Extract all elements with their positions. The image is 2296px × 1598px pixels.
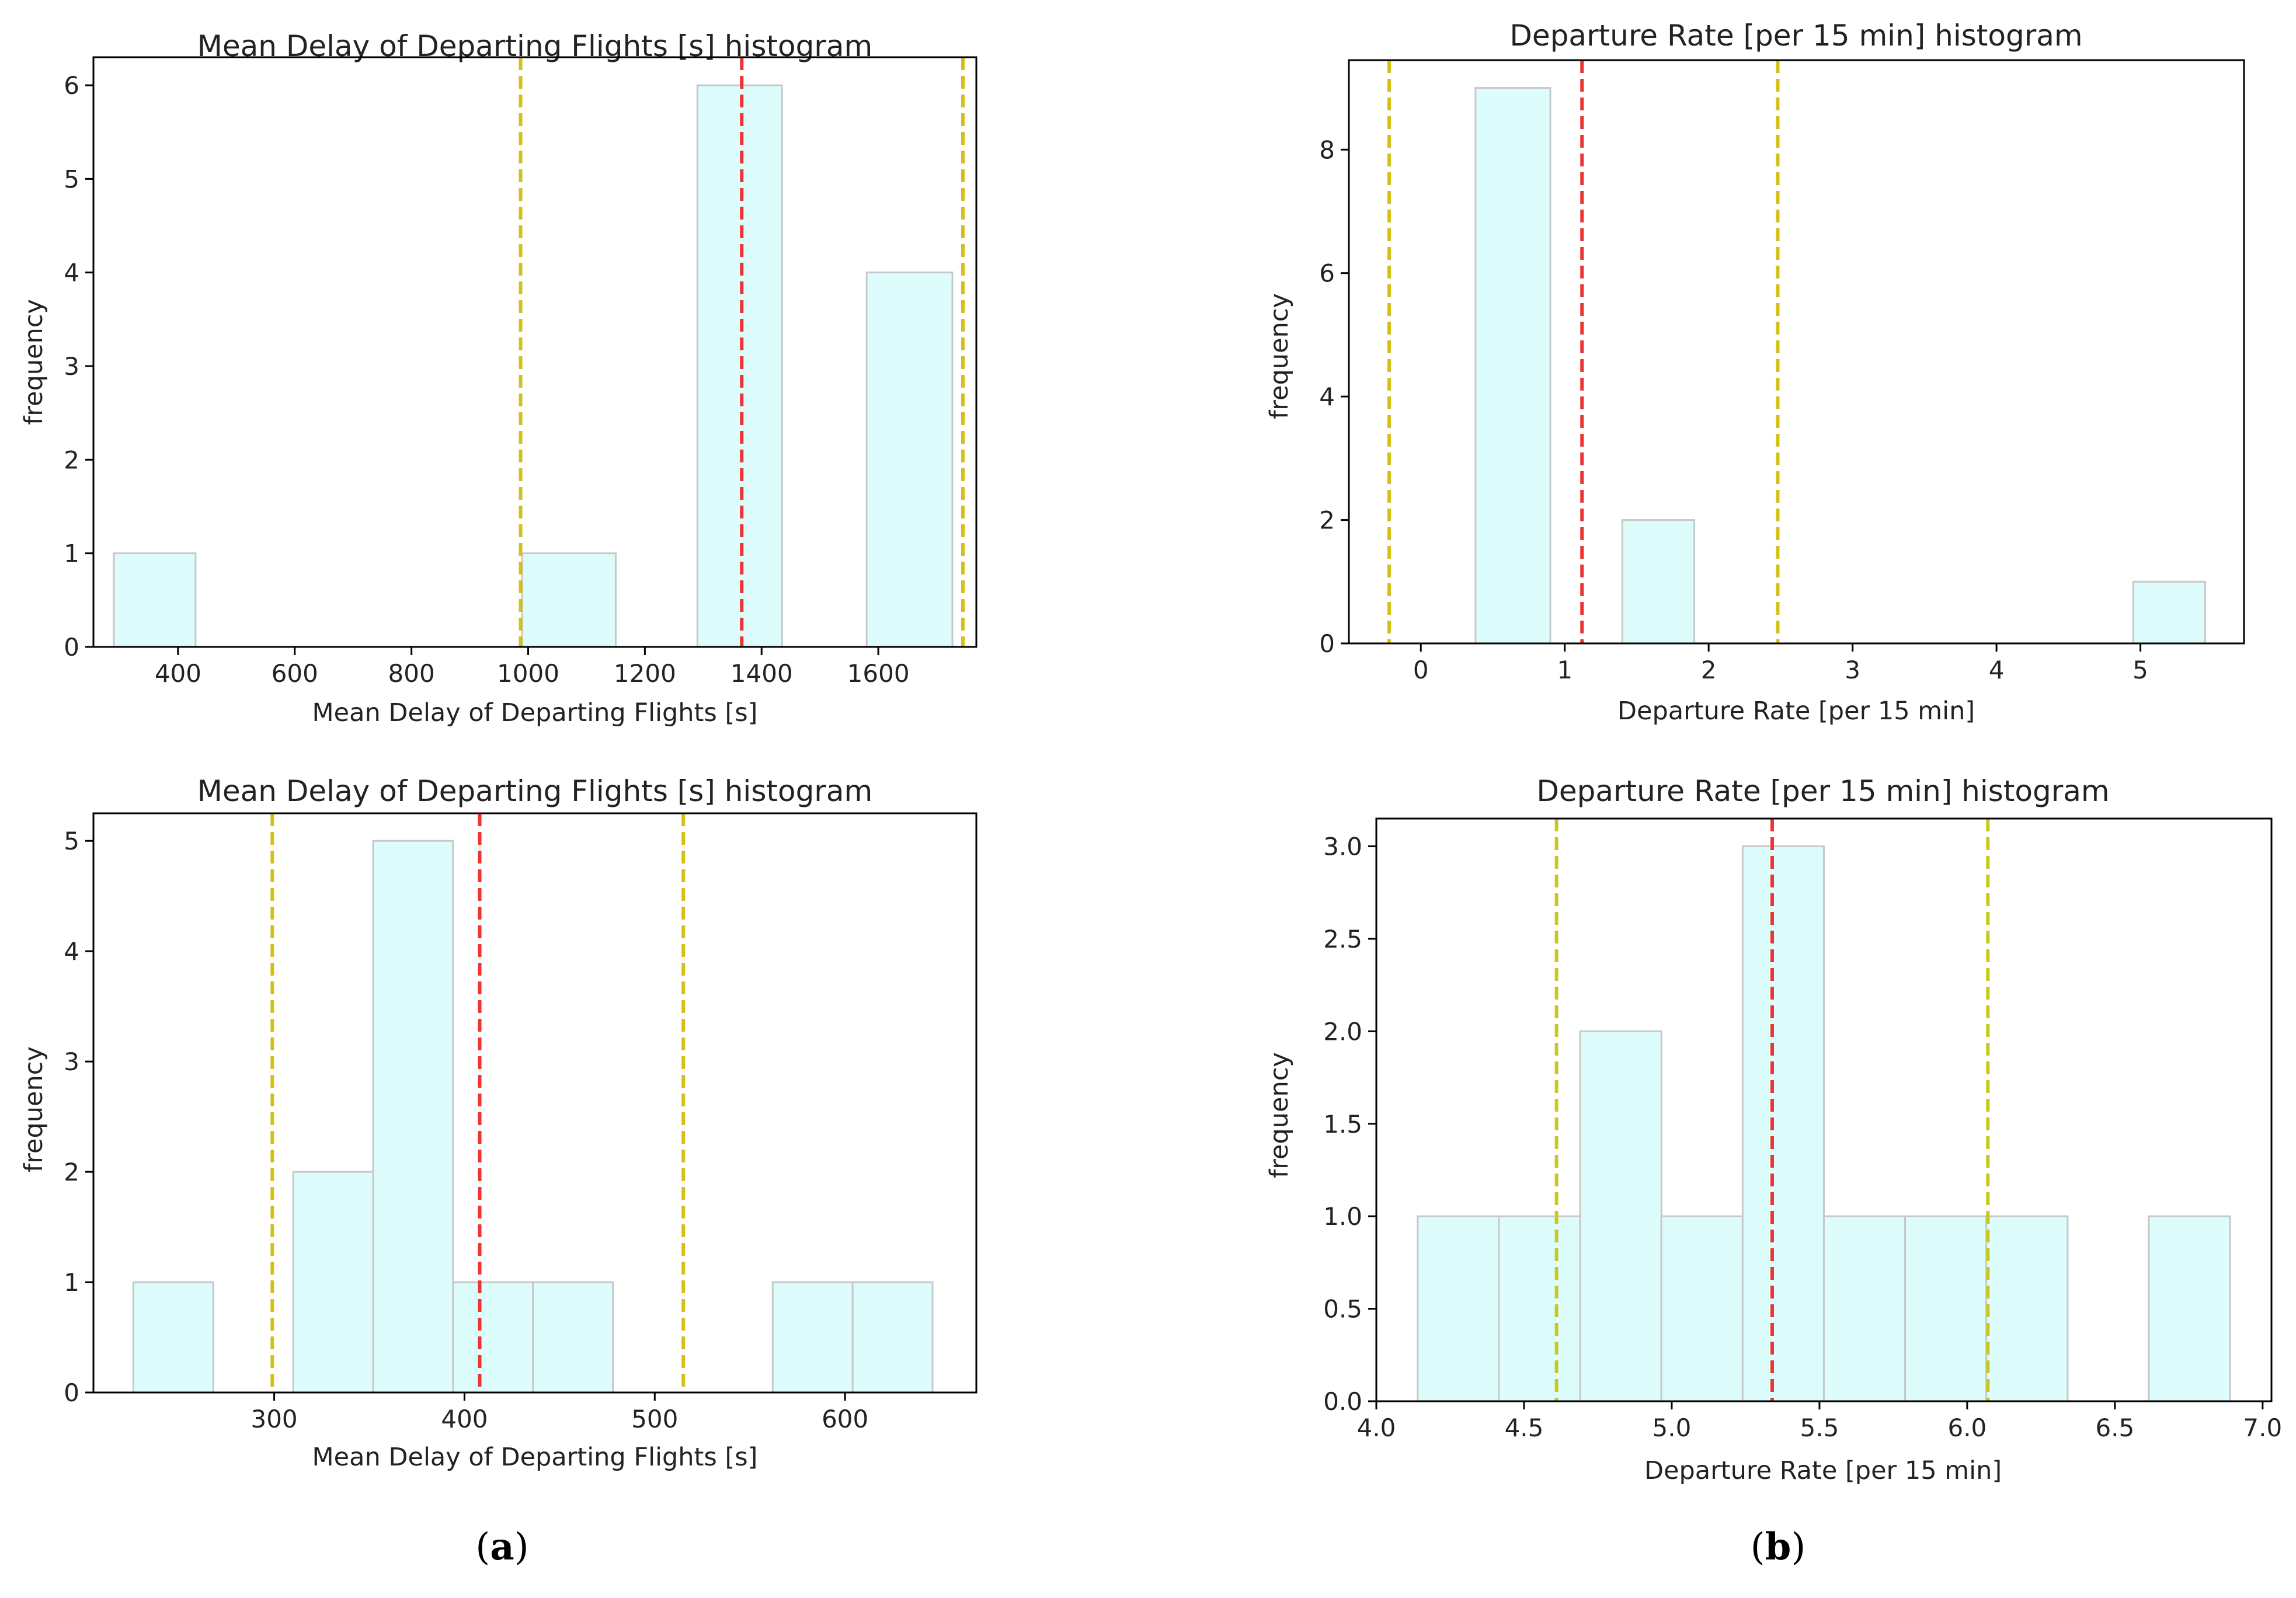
y-axis-label: frequency xyxy=(1265,293,1294,419)
y-tick-label: 0.5 xyxy=(1323,1295,1362,1324)
y-tick-label: 1.0 xyxy=(1323,1202,1362,1231)
x-tick-label: 5 xyxy=(2133,656,2148,684)
histogram-bar xyxy=(113,552,197,648)
y-tick-label: 3.0 xyxy=(1323,833,1362,861)
y-tick-label: 1.5 xyxy=(1323,1110,1362,1139)
x-tick-label: 400 xyxy=(155,659,201,688)
histogram-panel-b-bottom: Departure Rate [per 15 min] histogram De… xyxy=(1265,774,2282,1485)
histogram-bar xyxy=(851,1281,934,1394)
y-tick-label: 4 xyxy=(64,937,79,966)
y-tick-label: 3 xyxy=(64,352,79,381)
histogram-bar xyxy=(1741,845,1825,1402)
y-tick-label: 2.5 xyxy=(1323,925,1362,953)
histogram-bar xyxy=(521,552,617,648)
x-tick-label: 600 xyxy=(272,659,318,688)
x-tick-label: 400 xyxy=(441,1405,488,1433)
x-axis-label: Mean Delay of Departing Flights [s] xyxy=(312,1443,758,1472)
y-tick-label: 0.0 xyxy=(1323,1387,1362,1416)
x-tick-label: 1400 xyxy=(730,659,793,688)
y-tick-label: 1 xyxy=(64,539,79,568)
x-tick-label: 300 xyxy=(251,1405,297,1433)
histogram-bar xyxy=(1621,519,1696,645)
histogram-bar xyxy=(532,1281,614,1394)
histogram-bar xyxy=(1474,87,1551,645)
histogram-bar xyxy=(452,1281,534,1394)
histogram-bar xyxy=(1660,1215,1744,1402)
y-tick-label: 0 xyxy=(1319,629,1335,658)
x-tick-label: 3 xyxy=(1845,656,1860,684)
x-tick-label: 4.0 xyxy=(1357,1414,1396,1442)
x-tick-label: 6.5 xyxy=(2095,1414,2134,1442)
caption-b: (b) xyxy=(1750,1525,1806,1569)
y-tick-label: 1 xyxy=(64,1268,79,1297)
y-tick-label: 6 xyxy=(64,71,79,100)
x-axis-label: Departure Rate [per 15 min] xyxy=(1644,1456,2002,1485)
y-tick-label: 3 xyxy=(64,1047,79,1076)
y-tick-label: 2 xyxy=(64,445,79,474)
chart-title: Mean Delay of Departing Flights [s] hist… xyxy=(197,774,872,808)
y-tick-label: 5 xyxy=(64,165,79,193)
y-tick-label: 0 xyxy=(64,1378,79,1407)
x-tick-label: 5.0 xyxy=(1653,1414,1692,1442)
chart-title: Departure Rate [per 15 min] histogram xyxy=(1536,774,2109,808)
histogram-bar xyxy=(1417,1215,1500,1402)
histogram-panel-a-bottom: Mean Delay of Departing Flights [s] hist… xyxy=(19,774,977,1472)
x-tick-label: 0 xyxy=(1413,656,1429,684)
y-axis-label: frequency xyxy=(1265,1052,1294,1178)
axes-frame xyxy=(1375,817,2273,1402)
x-tick-label: 1000 xyxy=(497,659,559,688)
histogram-bar xyxy=(132,1281,214,1394)
chart-title: Departure Rate [per 15 min] histogram xyxy=(1509,19,2082,53)
x-tick-label: 500 xyxy=(631,1405,678,1433)
histogram-panel-a-top: Mean Delay of Departing Flights [s] hist… xyxy=(19,29,977,727)
y-tick-label: 2 xyxy=(64,1158,79,1186)
histogram-bar xyxy=(1498,1215,1581,1402)
x-tick-label: 4.5 xyxy=(1505,1414,1544,1442)
histogram-bar xyxy=(771,1281,854,1394)
x-tick-label: 1 xyxy=(1557,656,1573,684)
axes-frame xyxy=(92,56,977,648)
histogram-bar xyxy=(292,1171,374,1394)
x-tick-label: 7.0 xyxy=(2243,1414,2282,1442)
histogram-bar xyxy=(865,271,954,648)
axes-frame xyxy=(92,812,977,1394)
y-tick-label: 4 xyxy=(1319,382,1335,411)
y-tick-label: 0 xyxy=(64,633,79,662)
x-axis-label: Departure Rate [per 15 min] xyxy=(1617,697,1975,726)
histogram-panel-b-top: Departure Rate [per 15 min] histogram De… xyxy=(1265,19,2245,726)
x-tick-label: 1200 xyxy=(614,659,676,688)
x-tick-label: 2 xyxy=(1701,656,1717,684)
histogram-bar xyxy=(1904,1215,1988,1402)
x-axis-label: Mean Delay of Departing Flights [s] xyxy=(312,698,758,727)
y-axis-label: frequency xyxy=(19,299,48,425)
x-tick-label: 5.5 xyxy=(1800,1414,1839,1442)
histogram-bar xyxy=(1579,1030,1662,1402)
caption-a: (a) xyxy=(475,1525,529,1569)
y-tick-label: 5 xyxy=(64,827,79,855)
y-tick-label: 8 xyxy=(1319,135,1335,164)
y-tick-label: 2.0 xyxy=(1323,1017,1362,1046)
histogram-bar xyxy=(372,840,454,1394)
histogram-bar xyxy=(1823,1215,1907,1402)
histogram-bar xyxy=(1985,1215,2069,1402)
x-tick-label: 6.0 xyxy=(1947,1414,1987,1442)
x-tick-label: 600 xyxy=(822,1405,868,1433)
histogram-bar xyxy=(696,84,783,648)
y-tick-label: 4 xyxy=(64,259,79,287)
y-tick-label: 2 xyxy=(1319,506,1335,535)
x-tick-label: 1600 xyxy=(847,659,910,688)
histogram-bar xyxy=(2132,580,2206,645)
y-tick-label: 6 xyxy=(1319,259,1335,288)
x-tick-label: 800 xyxy=(388,659,435,688)
y-axis-label: frequency xyxy=(19,1046,48,1172)
histogram-bar xyxy=(2148,1215,2231,1402)
x-tick-label: 4 xyxy=(1989,656,2005,684)
axes-frame xyxy=(1348,59,2245,645)
